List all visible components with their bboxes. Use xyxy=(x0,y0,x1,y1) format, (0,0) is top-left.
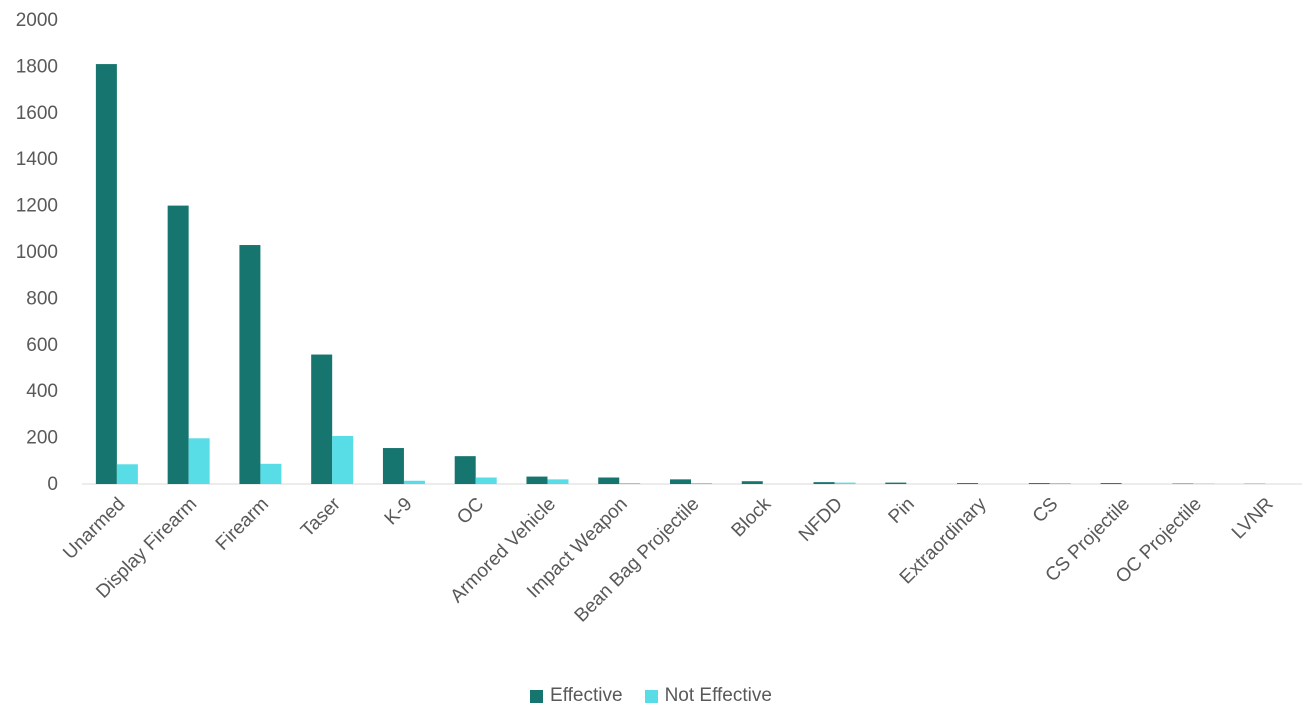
x-category-label: Unarmed xyxy=(59,494,129,564)
bar-effective xyxy=(167,205,189,484)
bar-effective xyxy=(1100,483,1122,484)
y-tick-label: 600 xyxy=(26,335,58,356)
bar-not-effective xyxy=(1049,483,1071,484)
y-axis-tick-labels: 0 200 400 600 800 1000 1200 1400 1600 1800 2000 xyxy=(16,10,58,495)
bar-effective xyxy=(813,482,835,484)
bar-effective xyxy=(382,448,404,484)
x-category-label: LVNR xyxy=(1228,494,1278,544)
bars xyxy=(95,64,1266,484)
legend-swatch-not-effective xyxy=(644,689,658,703)
bar-effective xyxy=(670,479,691,484)
bar-effective xyxy=(1028,483,1050,484)
bar-not-effective xyxy=(403,480,425,484)
y-tick-label: 1800 xyxy=(16,56,58,77)
y-tick-label: 800 xyxy=(26,288,58,309)
x-category-label: Taser xyxy=(297,493,345,541)
bar-chart: 0 200 400 600 800 1000 1200 1400 1600 1800 2000 Un… xyxy=(16,10,1302,627)
bar-effective xyxy=(598,477,620,484)
y-tick-label: 2000 xyxy=(16,10,58,31)
bar-effective xyxy=(311,354,333,484)
x-category-label: K-9 xyxy=(381,494,417,530)
legend-label-not-effective: Not Effective xyxy=(664,685,772,706)
legend-item-not-effective: Not Effective xyxy=(644,685,772,707)
y-tick-label: 200 xyxy=(26,428,58,449)
bar-not-effective xyxy=(188,438,210,484)
bar-effective xyxy=(95,64,117,484)
x-category-label: OC xyxy=(453,494,488,529)
y-tick-label: 0 xyxy=(47,474,58,495)
bar-effective xyxy=(454,456,476,484)
bar-not-effective xyxy=(691,483,712,484)
bar-effective xyxy=(957,483,979,484)
x-category-label: Block xyxy=(728,493,776,541)
bar-not-effective xyxy=(260,463,282,484)
legend-label-effective: Effective xyxy=(550,685,623,706)
legend-item-effective: Effective xyxy=(530,685,623,707)
legend: Effective Not Effective xyxy=(0,684,1302,708)
y-tick-label: 1200 xyxy=(16,196,58,217)
bar-not-effective xyxy=(619,483,641,484)
bar-effective xyxy=(741,481,763,484)
bar-not-effective xyxy=(116,464,138,484)
bar-not-effective xyxy=(547,479,569,484)
bar-effective xyxy=(239,245,261,484)
y-tick-label: 1600 xyxy=(16,103,58,124)
y-tick-label: 1400 xyxy=(16,149,58,170)
bar-effective xyxy=(526,476,548,484)
x-category-label: NFDD xyxy=(795,494,847,546)
x-category-label: CS xyxy=(1029,494,1063,528)
bar-not-effective xyxy=(834,482,856,484)
x-category-label: Pin xyxy=(885,494,919,528)
legend-swatch-effective xyxy=(530,689,544,703)
x-category-label: Firearm xyxy=(212,494,273,555)
y-tick-label: 400 xyxy=(26,381,58,402)
x-category-label: Bean Bag Projectile xyxy=(571,494,704,627)
bar-not-effective xyxy=(332,435,354,484)
y-tick-label: 1000 xyxy=(16,242,58,263)
bar-not-effective xyxy=(475,477,497,484)
bar-effective xyxy=(885,482,907,484)
